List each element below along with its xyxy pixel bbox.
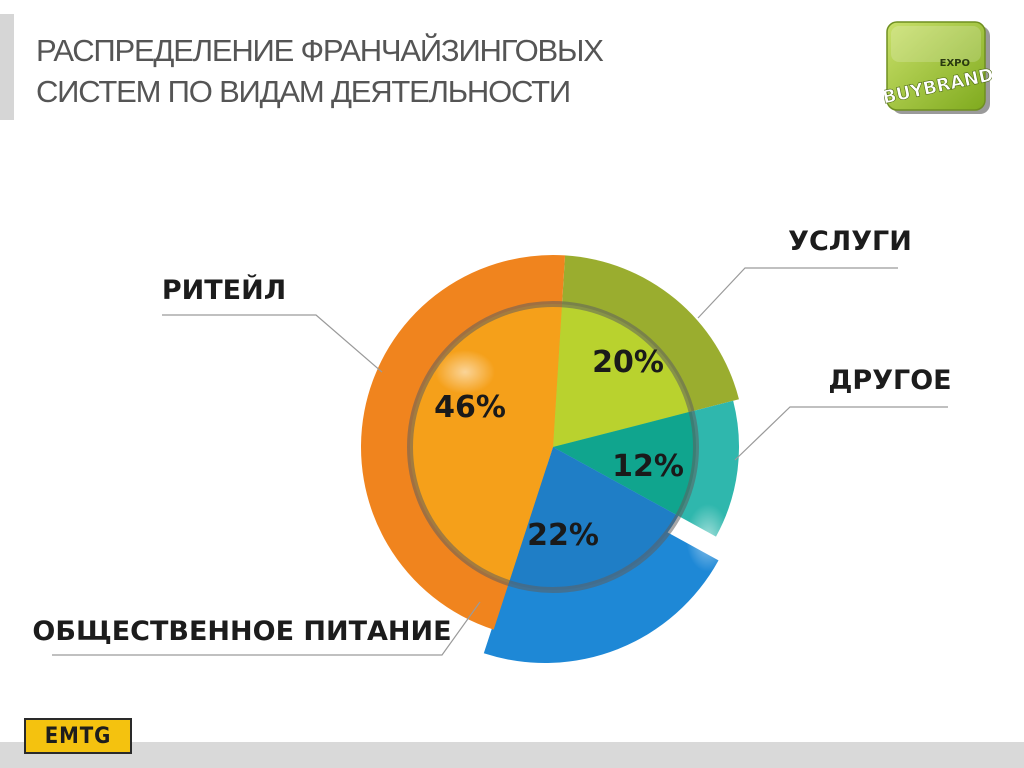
pie-slice-inner-obshchepit	[508, 447, 679, 591]
data-label-riteil: 46%	[434, 390, 506, 425]
category-label-obshchepit: ОБЩЕСТВЕННОЕ ПИТАНИЕ	[32, 616, 451, 647]
callout-line-uslugi	[697, 267, 898, 319]
emtg-logo-text: EMTG	[44, 723, 112, 749]
pie-slice-inner-drugoe	[553, 411, 696, 516]
title-line-2: СИСТЕМ ПО ВИДАМ ДЕЯТЕЛЬНОСТИ	[36, 74, 571, 109]
pie-slice-inner-uslugi	[553, 304, 692, 447]
callout-line-obshchepit	[52, 601, 481, 656]
data-label-obshchepit: 22%	[527, 518, 599, 553]
buybrand-expo-logo: EXPO BUYBRAND	[884, 21, 992, 114]
page-title: РАСПРЕДЕЛЕНИЕ ФРАНЧАЙЗИНГОВЫХ СИСТЕМ ПО …	[36, 30, 796, 112]
callout-line-riteil	[162, 314, 383, 373]
title-line-1: РАСПРЕДЕЛЕНИЕ ФРАНЧАЙЗИНГОВЫХ	[36, 33, 604, 68]
footer-bar	[0, 742, 1024, 768]
svg-text:EXPO: EXPO	[940, 58, 970, 69]
category-label-uslugi: УСЛУГИ	[788, 226, 912, 257]
left-accent-bar	[0, 14, 14, 120]
category-label-drugoe: ДРУГОЕ	[828, 365, 951, 396]
callout-line-drugoe	[734, 406, 948, 461]
category-label-riteil: РИТЕЙЛ	[162, 274, 286, 306]
data-label-drugoe: 12%	[612, 449, 684, 484]
emtg-logo: EMTG	[24, 718, 132, 754]
data-label-uslugi: 20%	[592, 345, 664, 380]
